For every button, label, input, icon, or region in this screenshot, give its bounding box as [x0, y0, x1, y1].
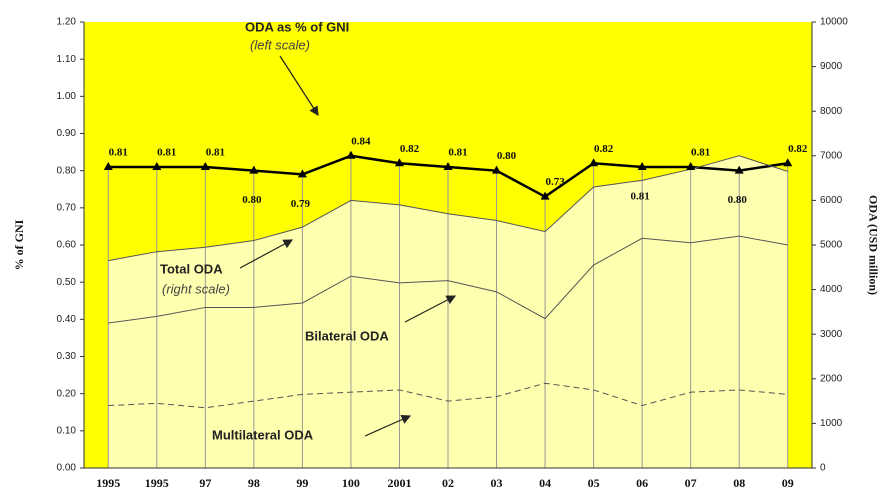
arrow — [404, 295, 457, 323]
y-tick-label: 1.10 — [57, 54, 77, 65]
arrow — [239, 239, 294, 269]
data-label: 0.80 — [728, 194, 748, 206]
marker — [200, 161, 210, 170]
y-tick-label: 0.70 — [57, 202, 77, 213]
annotation: ODA as % of GNI — [245, 19, 349, 34]
y-axis-title: % of GNI — [12, 219, 26, 270]
data-label: 0.73 — [545, 176, 565, 188]
data-label: 0.82 — [594, 143, 614, 155]
x-tick-label: 07 — [685, 476, 697, 490]
y-tick-label: 0.60 — [57, 240, 77, 251]
y-tick-label: 0.00 — [57, 463, 77, 474]
marker — [783, 158, 793, 167]
line — [108, 382, 788, 409]
x-tick-label: 02 — [442, 476, 454, 490]
annotation: Multilateral ODA — [212, 427, 314, 442]
annotation: (left scale) — [250, 37, 310, 52]
y2-tick-label: 10000 — [820, 17, 848, 28]
y-tick-label: 1.00 — [57, 91, 77, 102]
data-label: 0.81 — [157, 146, 176, 158]
y-tick-label: 0.30 — [57, 351, 77, 362]
data-label: 0.84 — [351, 135, 371, 147]
y2-tick-label: 0 — [820, 463, 826, 474]
data-label: 0.81 — [691, 146, 710, 158]
marker — [589, 158, 599, 167]
x-tick-label: 100 — [342, 476, 360, 490]
x-tick-label: 03 — [491, 476, 503, 490]
marker — [346, 150, 356, 159]
arrow — [279, 55, 319, 117]
annotation: Bilateral ODA — [305, 328, 389, 343]
x-tick-label: 1995 — [145, 476, 169, 490]
y-tick-label: 0.20 — [57, 388, 77, 399]
data-label: 0.80 — [497, 150, 517, 162]
marker — [734, 165, 744, 174]
marker — [297, 169, 307, 178]
marker — [249, 165, 259, 174]
marker — [443, 161, 453, 170]
y-tick-label: 0.50 — [57, 277, 77, 288]
annotation: Total ODA — [160, 261, 223, 276]
data-label: 0.82 — [788, 143, 808, 155]
marker — [394, 158, 404, 167]
line — [108, 155, 788, 262]
annotation: (right scale) — [162, 281, 230, 296]
x-tick-label: 09 — [782, 476, 794, 490]
y2-tick-label: 5000 — [820, 240, 843, 251]
marker — [686, 161, 696, 170]
data-label: 0.82 — [400, 143, 420, 155]
data-label: 0.81 — [206, 146, 225, 158]
marker — [152, 161, 162, 170]
marker — [540, 191, 550, 200]
y-tick-label: 1.20 — [57, 17, 77, 28]
x-tick-label: 08 — [733, 476, 745, 490]
data-label: 0.80 — [242, 194, 262, 206]
data-label: 0.81 — [448, 146, 467, 158]
x-tick-label: 98 — [248, 476, 260, 490]
x-tick-label: 04 — [539, 476, 551, 490]
y2-tick-label: 6000 — [820, 195, 843, 206]
x-tick-label: 1995 — [96, 476, 120, 490]
y-tick-label: 0.10 — [57, 425, 77, 436]
y2-tick-label: 8000 — [820, 106, 843, 117]
marker — [103, 161, 113, 170]
y2-axis-title: ODA (USD million) — [866, 195, 880, 295]
y2-tick-label: 4000 — [820, 284, 843, 295]
marker — [492, 165, 502, 174]
arrow — [364, 415, 412, 437]
data-label: 0.81 — [631, 190, 650, 202]
y2-tick-label: 9000 — [820, 61, 843, 72]
data-label: 0.81 — [109, 146, 128, 158]
y2-tick-label: 3000 — [820, 329, 843, 340]
data-label: 0.79 — [291, 198, 311, 210]
x-tick-label: 05 — [588, 476, 600, 490]
y2-tick-label: 7000 — [820, 150, 843, 161]
x-tick-label: 06 — [636, 476, 648, 490]
annotations: ODA as % of GNI (left scale) Total ODA (… — [160, 19, 457, 442]
y-tick-label: 0.80 — [57, 165, 77, 176]
y2-tick-label: 1000 — [820, 418, 843, 429]
x-tick-label: 97 — [199, 476, 211, 490]
marker — [637, 161, 647, 170]
line — [108, 235, 788, 324]
y2-tick-label: 2000 — [820, 373, 843, 384]
x-tick-label: 99 — [296, 476, 308, 490]
y-tick-label: 0.90 — [57, 128, 77, 139]
x-tick-label: 2001 — [387, 476, 411, 490]
y-tick-label: 0.40 — [57, 314, 77, 325]
